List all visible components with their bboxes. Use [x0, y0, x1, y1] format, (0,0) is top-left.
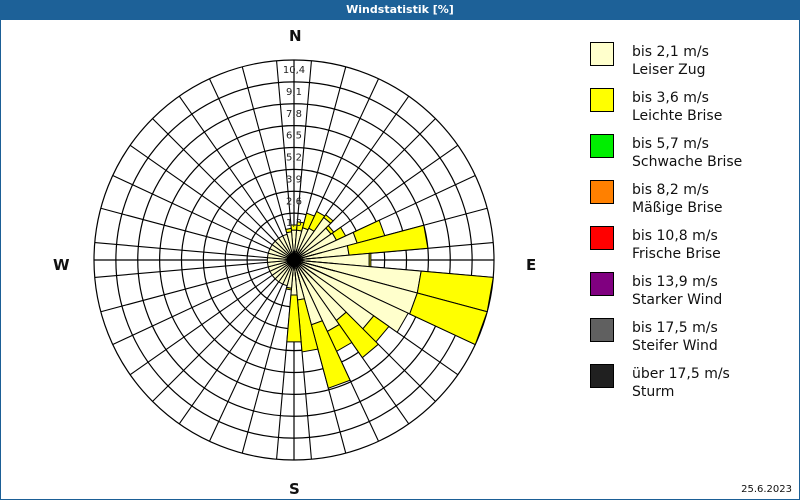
svg-text:3,9: 3,9 — [286, 174, 302, 185]
wind-rose-sectors — [266, 210, 494, 389]
legend-speed: bis 5,7 m/s — [632, 136, 709, 152]
compass-north: N — [289, 27, 302, 45]
ring-labels: 1,3 2,6 3,9 5,2 6,5 7,8 9,1 10,4 — [283, 65, 305, 229]
legend-label: Mäßige Brise — [632, 200, 723, 216]
legend-label: Schwache Brise — [632, 154, 743, 170]
legend-speed: bis 2,1 m/s — [632, 44, 709, 60]
legend-speed: über 17,5 m/s — [632, 366, 730, 382]
legend-speed: bis 13,9 m/s — [632, 274, 718, 290]
legend-swatch — [590, 226, 614, 250]
legend-label: Leichte Brise — [632, 108, 723, 124]
legend-speed: bis 3,6 m/s — [632, 90, 709, 106]
svg-text:5,2: 5,2 — [286, 153, 302, 164]
legend-label: Frische Brise — [632, 246, 721, 262]
compass-east: E — [526, 256, 537, 274]
legend-label: Sturm — [632, 384, 675, 400]
legend-label: Leiser Zug — [632, 62, 706, 78]
svg-text:6,5: 6,5 — [286, 131, 302, 142]
chart-date: 25.6.2023 — [741, 484, 792, 495]
sector-spokes — [286, 248, 336, 288]
svg-text:9,1: 9,1 — [286, 87, 302, 98]
svg-text:10,4: 10,4 — [283, 65, 305, 76]
svg-text:1,3: 1,3 — [286, 218, 302, 229]
compass-south: S — [289, 480, 300, 498]
svg-text:2,6: 2,6 — [286, 196, 302, 207]
legend-speed: bis 10,8 m/s — [632, 228, 718, 244]
window-title: Windstatistik [%] — [0, 0, 800, 20]
svg-text:7,8: 7,8 — [286, 109, 302, 120]
legend-swatch — [590, 88, 614, 112]
legend-swatch — [590, 364, 614, 388]
legend-swatch — [590, 134, 614, 158]
compass-west: W — [53, 256, 70, 274]
legend-label: Starker Wind — [632, 292, 723, 308]
legend-swatch — [590, 180, 614, 204]
legend-swatch — [590, 318, 614, 342]
legend-swatch — [590, 272, 614, 296]
legend-swatch — [590, 42, 614, 66]
legend-label: Steifer Wind — [632, 338, 718, 354]
legend-speed: bis 17,5 m/s — [632, 320, 718, 336]
legend-speed: bis 8,2 m/s — [632, 182, 709, 198]
